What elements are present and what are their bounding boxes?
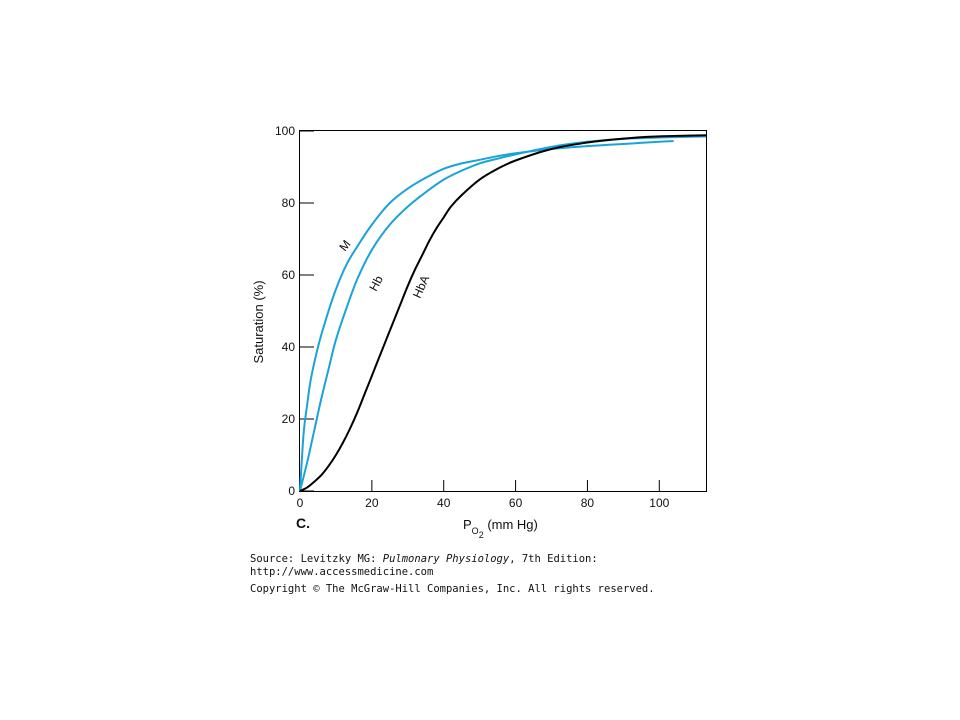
y-tick-label-0: 0 <box>288 484 295 498</box>
y-axis-title: Saturation (%) <box>251 280 266 363</box>
caption-url: http://www.accessmedicine.com <box>250 566 434 578</box>
x-axis-title-unit: (mm Hg) <box>484 517 538 532</box>
x-axis-title: PO2 (mm Hg) <box>463 517 538 540</box>
x-tick-label-80: 80 <box>581 496 595 510</box>
x-tick-label-100: 100 <box>649 496 669 510</box>
plot-frame <box>299 130 707 492</box>
curve-label-hba: HbA <box>410 273 432 300</box>
curve-label-m: M <box>336 237 353 253</box>
series-group <box>299 134 707 492</box>
x-tick-label-20: 20 <box>365 496 379 510</box>
y-tick-label-40: 40 <box>282 340 296 354</box>
x-axis-title-main: P <box>463 517 472 532</box>
panel-label: C. <box>296 515 310 531</box>
caption-copyright: Copyright © The McGraw-Hill Companies, I… <box>250 583 655 595</box>
caption-source-title: Pulmonary Physiology <box>382 553 510 565</box>
y-tick-label-80: 80 <box>282 196 296 210</box>
series-line-hb <box>299 135 707 492</box>
x-tick-label-40: 40 <box>437 496 451 510</box>
x-tick-label-60: 60 <box>509 496 523 510</box>
curve-label-hb: Hb <box>366 273 386 293</box>
caption-source: Source: Levitzky MG: Pulmonary Physiolog… <box>250 553 598 566</box>
x-axis-title-subsub: 2 <box>479 530 484 540</box>
series-line-m <box>299 140 674 492</box>
caption-source-prefix: Source: Levitzky MG: <box>250 553 383 565</box>
y-tick-label-20: 20 <box>282 412 296 426</box>
x-tick-label-0: 0 <box>297 496 304 510</box>
x-axis-title-sub: O <box>472 526 479 536</box>
caption-source-suffix: , 7th Edition: <box>509 553 598 565</box>
axis-ticks: 0 20 40 60 80 100 0 20 40 60 80 100 <box>275 124 670 510</box>
y-tick-label-60: 60 <box>282 268 296 282</box>
series-line-hba <box>299 134 707 492</box>
y-tick-label-100: 100 <box>275 124 295 138</box>
